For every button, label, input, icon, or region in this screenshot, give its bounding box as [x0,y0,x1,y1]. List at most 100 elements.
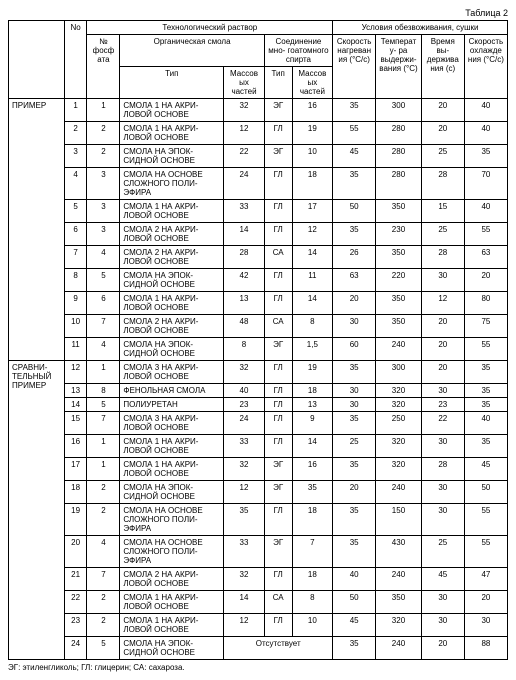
cell-parts1: 13 [224,292,265,315]
cell-hold: 30 [421,591,464,614]
h-parts2: Массовых частей [292,67,333,99]
cell-no: 22 [64,591,87,614]
cell-hold: 30 [421,269,464,292]
cell-heat: 35 [333,536,376,568]
cell-parts2: 14 [292,246,333,269]
cell-hold: 28 [421,458,464,481]
cell-hold: 30 [421,384,464,398]
cell-heat: 35 [333,504,376,536]
cell-phosphate: 7 [87,568,120,591]
cell-cool: 40 [464,99,507,122]
cell-hold: 25 [421,536,464,568]
cell-hold: 25 [421,223,464,246]
cell-parts1: 23 [224,398,265,412]
cell-resin: СМОЛА 1 НА АКРИ- ЛОВОЙ ОСНОВЕ [120,614,224,637]
cell-cool: 45 [464,458,507,481]
cell-alc-type: СА [264,591,292,614]
cell-no: 2 [64,122,87,145]
table-row: 85СМОЛА НА ЭПОК- СИДНОЙ ОСНОВЕ42ГЛ116322… [9,269,508,292]
cell-parts2: 8 [292,315,333,338]
table-row: 204СМОЛА НА ОСНОВЕ СЛОЖНОГО ПОЛИ- ЭФИРА3… [9,536,508,568]
cell-parts2: 18 [292,168,333,200]
cell-temp: 320 [376,458,422,481]
group-label: ПРИМЕР [9,99,65,361]
cell-cool: 55 [464,504,507,536]
cell-no: 16 [64,435,87,458]
cell-temp: 300 [376,361,422,384]
cell-parts2: 18 [292,504,333,536]
cell-hold: 20 [421,315,464,338]
cell-parts1: 32 [224,568,265,591]
cell-hold: 30 [421,435,464,458]
cell-parts2: 14 [292,435,333,458]
cell-hold: 20 [421,361,464,384]
table-header: No Технологический раствор Условия обезв… [9,21,508,99]
cell-hold: 12 [421,292,464,315]
cell-temp: 350 [376,315,422,338]
cell-alc-type: ГЛ [264,168,292,200]
cell-parts2: 19 [292,361,333,384]
cell-resin: СМОЛА 2 НА АКРИ- ЛОВОЙ ОСНОВЕ [120,568,224,591]
cell-temp: 150 [376,504,422,536]
cell-parts1: 28 [224,246,265,269]
cell-heat: 35 [333,361,376,384]
cell-alc-type: ГЛ [264,361,292,384]
cell-heat: 35 [333,458,376,481]
cell-parts1: 14 [224,223,265,246]
table-row: 43СМОЛА НА ОСНОВЕ СЛОЖНОГО ПОЛИ- ЭФИРА24… [9,168,508,200]
cell-phosphate: 7 [87,315,120,338]
cell-no: 10 [64,315,87,338]
cell-heat: 35 [333,99,376,122]
h-type2: Тип [264,67,292,99]
cell-cool: 88 [464,637,507,660]
table-row: ПРИМЕР11СМОЛА 1 НА АКРИ- ЛОВОЙ ОСНОВЕ32Э… [9,99,508,122]
cell-parts1: 32 [224,99,265,122]
cell-temp: 320 [376,435,422,458]
cell-hold: 28 [421,168,464,200]
cell-alc-type: ГЛ [264,435,292,458]
cell-resin: СМОЛА НА ЭПОК- СИДНОЙ ОСНОВЕ [120,637,224,660]
cell-resin: СМОЛА 3 НА АКРИ- ЛОВОЙ ОСНОВЕ [120,412,224,435]
cell-resin: СМОЛА 1 НА АКРИ- ЛОВОЙ ОСНОВЕ [120,122,224,145]
table-row: 96СМОЛА 1 НА АКРИ- ЛОВОЙ ОСНОВЕ13ГЛ14203… [9,292,508,315]
cell-resin: СМОЛА НА ЭПОК- СИДНОЙ ОСНОВЕ [120,269,224,292]
cell-hold: 20 [421,338,464,361]
cell-temp: 230 [376,223,422,246]
cell-resin: СМОЛА НА ЭПОК- СИДНОЙ ОСНОВЕ [120,338,224,361]
cell-hold: 22 [421,412,464,435]
cell-no: 12 [64,361,87,384]
cell-no: 20 [64,536,87,568]
cell-temp: 320 [376,384,422,398]
cell-parts2: 16 [292,458,333,481]
cell-no: 1 [64,99,87,122]
h-alc: Соединение мно- гоатомного спирта [264,35,332,67]
cell-cool: 35 [464,361,507,384]
cell-resin: СМОЛА 2 НА АКРИ- ЛОВОЙ ОСНОВЕ [120,223,224,246]
cell-heat: 55 [333,122,376,145]
cell-temp: 280 [376,122,422,145]
table-row: 32СМОЛА НА ЭПОК- СИДНОЙ ОСНОВЕ22ЭГ104528… [9,145,508,168]
cell-no: 5 [64,200,87,223]
cell-resin: СМОЛА 1 НА АКРИ- ЛОВОЙ ОСНОВЕ [120,435,224,458]
cell-alc-type: ГЛ [264,122,292,145]
cell-parts2: 1,5 [292,338,333,361]
cell-no: 23 [64,614,87,637]
table-row: 217СМОЛА 2 НА АКРИ- ЛОВОЙ ОСНОВЕ32ГЛ1840… [9,568,508,591]
table-row: 22СМОЛА 1 НА АКРИ- ЛОВОЙ ОСНОВЕ12ГЛ19552… [9,122,508,145]
cell-resin: ФЕНОЛЬНАЯ СМОЛА [120,384,224,398]
cell-alc-type: ГЛ [264,384,292,398]
cell-parts1: 42 [224,269,265,292]
cell-no: 3 [64,145,87,168]
cell-parts1: 35 [224,504,265,536]
cell-alc-type: ГЛ [264,292,292,315]
cell-no: 4 [64,168,87,200]
h-parts1: Массовых частей [224,67,265,99]
cell-cool: 63 [464,246,507,269]
h-heat: Скорость нагревания (°С/с) [333,35,376,99]
cell-heat: 35 [333,223,376,246]
cell-parts2: 18 [292,568,333,591]
cell-no: 17 [64,458,87,481]
data-table: No Технологический раствор Условия обезв… [8,20,508,660]
cell-parts2: 14 [292,292,333,315]
cell-temp: 240 [376,637,422,660]
